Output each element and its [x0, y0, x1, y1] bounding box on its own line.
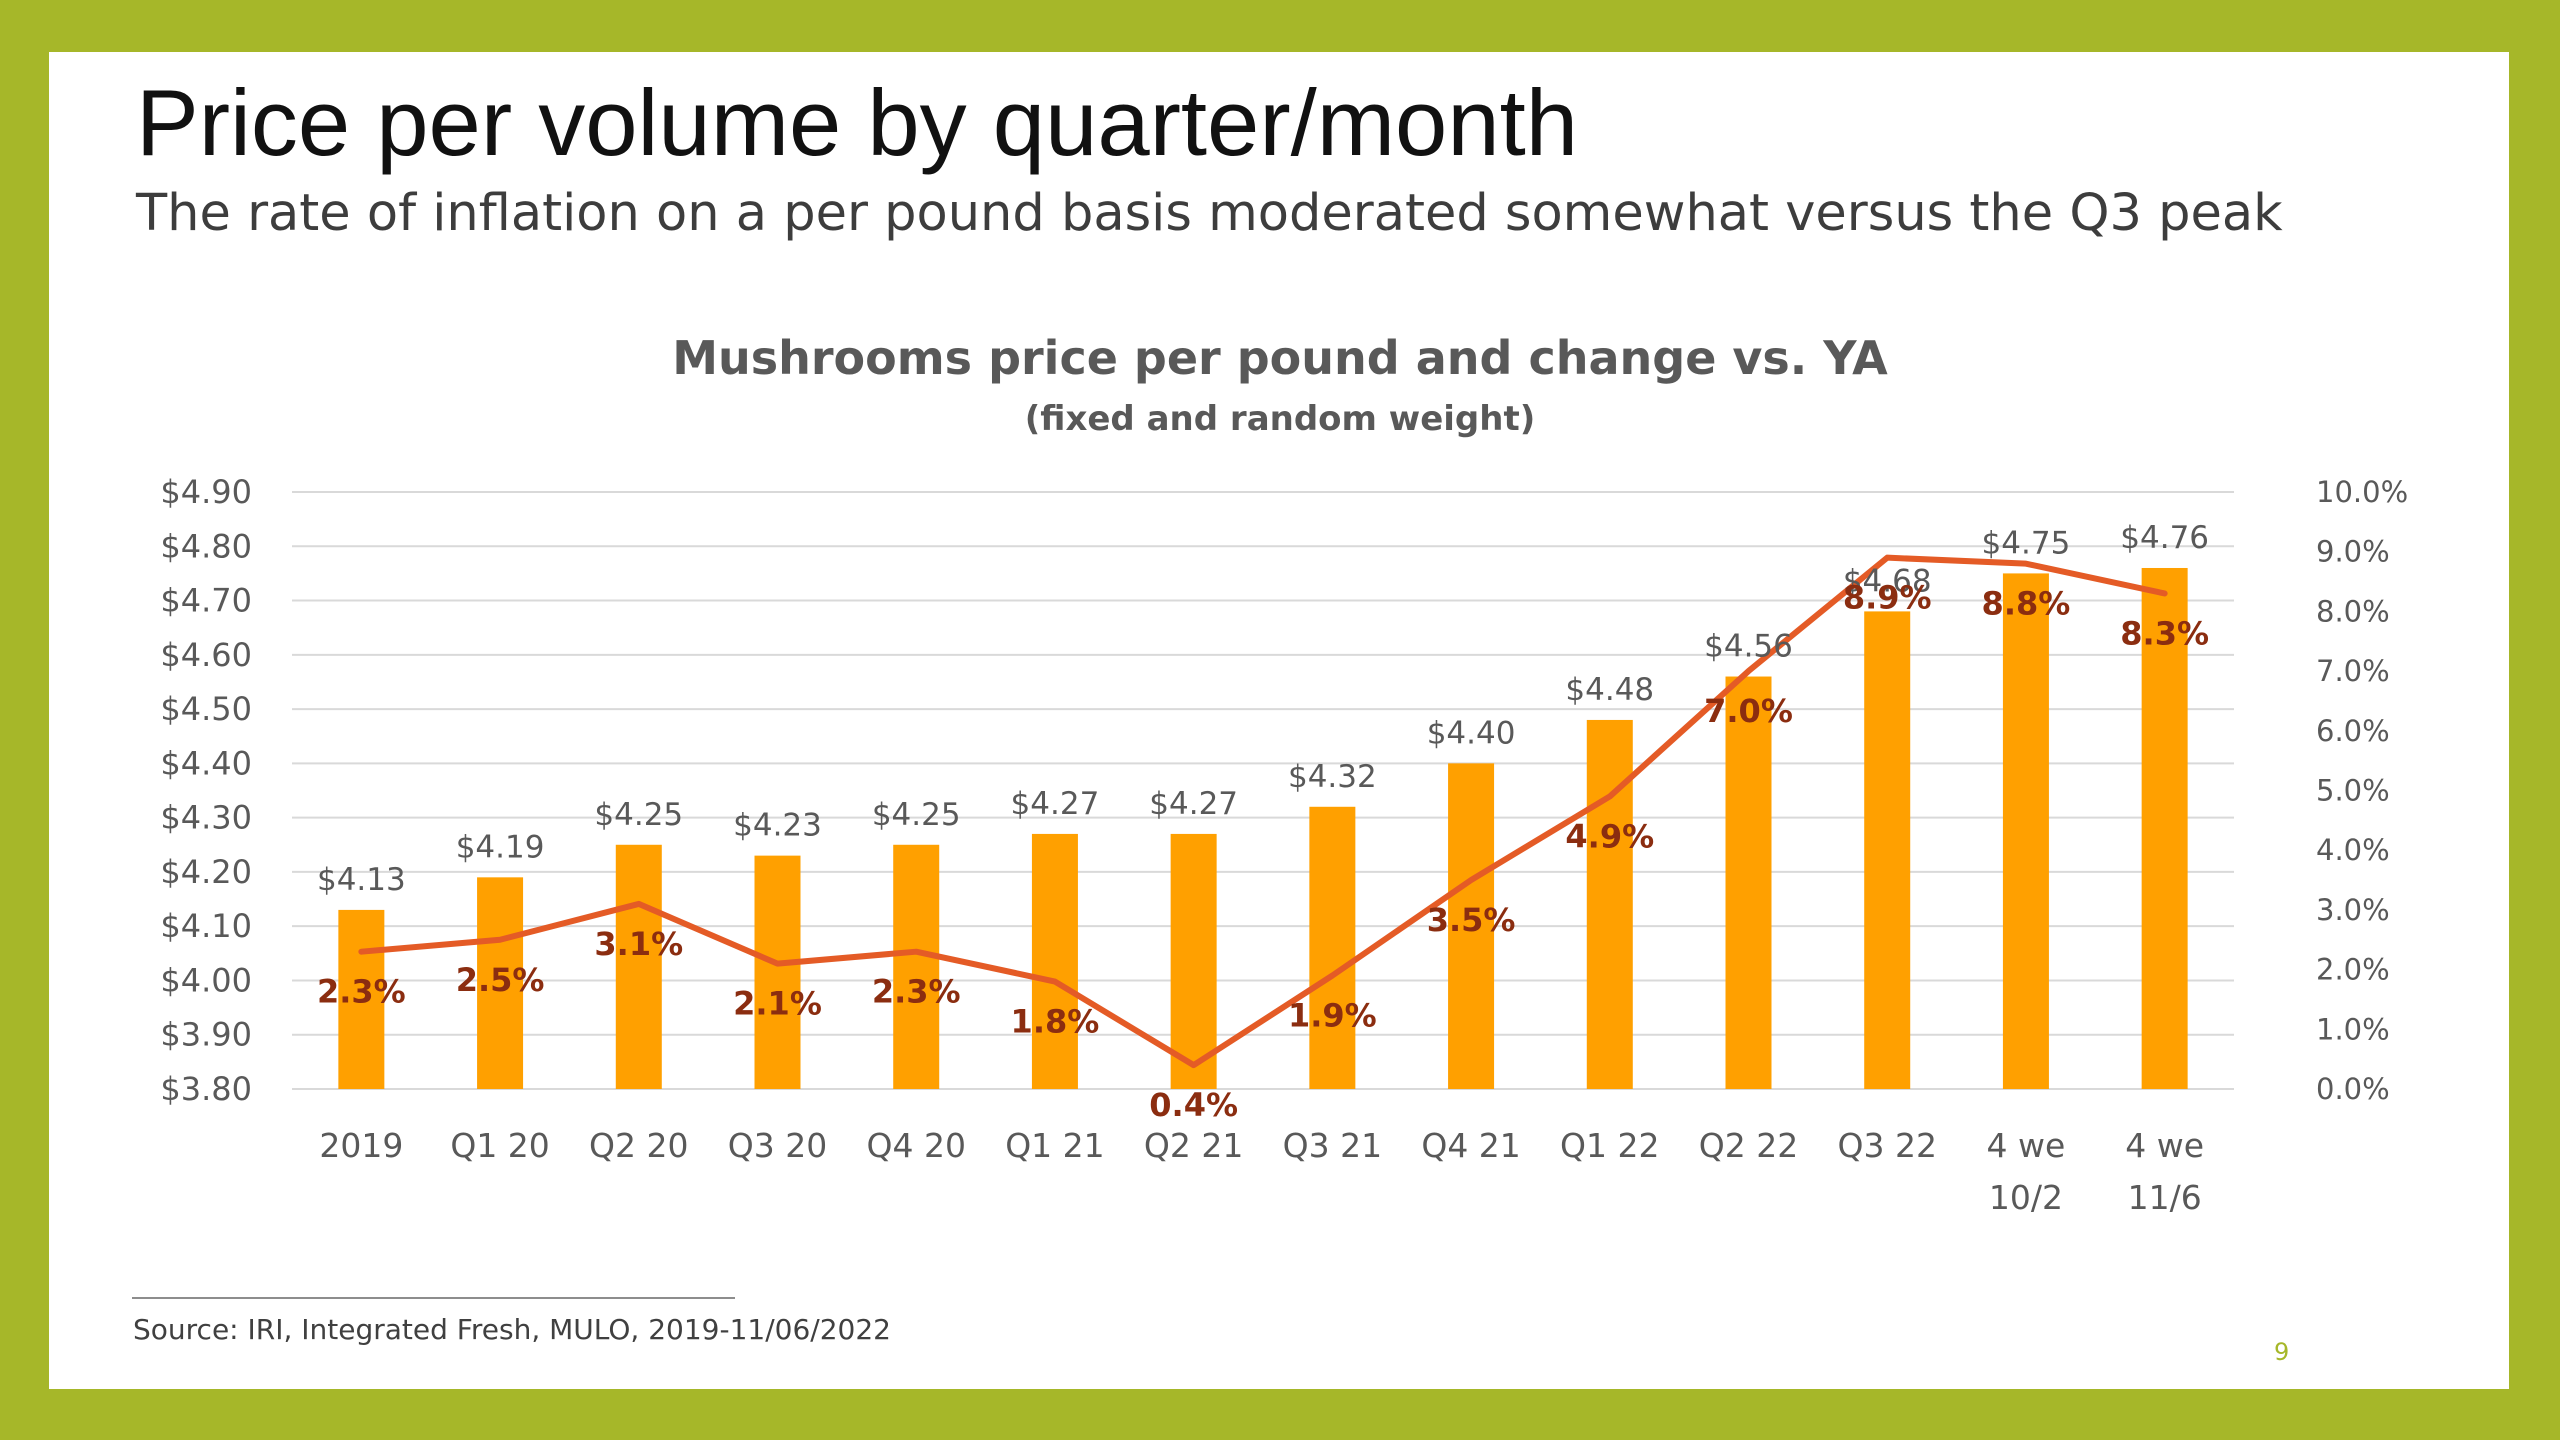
y-right-tick-label: 1.0%: [2316, 1012, 2390, 1046]
x-category-label: Q2 22: [1699, 1126, 1798, 1165]
y-right-tick-label: 3.0%: [2316, 893, 2390, 927]
y-left-tick-label: $4.40: [160, 744, 252, 782]
bar-value-label: $4.19: [456, 829, 545, 865]
y-left-tick-label: $4.00: [160, 961, 252, 999]
y-left-tick-label: $4.50: [160, 690, 252, 728]
y-left-tick-label: $4.60: [160, 636, 252, 674]
x-category-label: Q2 20: [589, 1126, 688, 1165]
x-category-label: Q2 21: [1144, 1126, 1243, 1165]
x-category-label: Q1 21: [1005, 1126, 1104, 1165]
x-category-label: Q4 20: [866, 1126, 965, 1165]
y-left-tick-label: $3.80: [160, 1070, 252, 1108]
bar-value-label: $4.32: [1288, 759, 1377, 795]
bar-value-label: $4.40: [1427, 715, 1516, 751]
bar: [1031, 833, 1078, 1089]
bar-value-label: $4.27: [1149, 786, 1238, 822]
bar-value-label: $4.13: [317, 862, 406, 898]
line-value-label: 3.1%: [594, 925, 683, 963]
y-left-tick-label: $4.90: [160, 473, 252, 511]
line-value-label: 2.3%: [872, 973, 961, 1011]
x-category-label: Q3 22: [1837, 1126, 1936, 1165]
bar-series: [338, 567, 2188, 1089]
bar-value-label: $4.25: [872, 797, 961, 833]
x-category-label: Q1 20: [450, 1126, 549, 1165]
line-value-label: 8.8%: [1982, 585, 2071, 623]
x-category-label: Q3 20: [728, 1126, 827, 1165]
line-value-label: 2.1%: [733, 985, 822, 1023]
line-value-label: 2.3%: [317, 973, 406, 1011]
bar-value-label: $4.68: [1843, 563, 1932, 599]
chart-subtitle: (fixed and random weight): [1025, 399, 1536, 439]
x-category-label: 4 we: [2125, 1126, 2204, 1165]
y-right-tick-label: 2.0%: [2316, 953, 2390, 987]
bar-value-label: $4.25: [594, 797, 683, 833]
y-left-tick-label: $3.90: [160, 1016, 252, 1054]
bar: [2141, 567, 2188, 1089]
slide-background: [49, 52, 2509, 1389]
y-left-tick-label: $4.70: [160, 582, 252, 620]
bar: [1864, 611, 1911, 1089]
x-category-label: 10/2: [1989, 1178, 2063, 1217]
axes: $3.80 $3.90 $4.00 $4.10 $4.20 $4.30 $4.40 $4.50…: [160, 473, 2408, 1217]
x-category-label: Q1 22: [1560, 1126, 1659, 1165]
line-value-label: 1.9%: [1288, 997, 1377, 1035]
yoy-change-line: [358, 554, 2168, 1069]
bar: [754, 855, 801, 1089]
bar-value-label: $4.76: [2120, 520, 2209, 556]
y-right-tick-label: 10.0%: [2316, 475, 2408, 509]
bar: [2002, 573, 2049, 1089]
y-right-tick-label: 7.0%: [2316, 654, 2390, 688]
y-right-tick-label: 8.0%: [2316, 594, 2390, 628]
y-left-tick-label: $4.80: [160, 527, 252, 565]
bar-value-label: $4.23: [733, 808, 822, 844]
y-left-tick-label: $4.20: [160, 853, 252, 891]
x-category-label: 11/6: [2128, 1178, 2202, 1217]
chart-title: Mushrooms price per pound and change vs.…: [672, 331, 1888, 385]
x-category-label: 4 we: [1987, 1126, 2066, 1165]
gridlines: [292, 491, 2234, 1090]
bar: [1725, 676, 1772, 1089]
y-right-tick-label: 5.0%: [2316, 774, 2390, 808]
y-left-tick-label: $4.10: [160, 907, 252, 945]
line-value-label: 0.4%: [1149, 1086, 1238, 1124]
bar: [615, 844, 662, 1089]
x-category-label: Q4 21: [1421, 1126, 1520, 1165]
line-value-label: 1.8%: [1011, 1003, 1100, 1041]
bar: [1448, 763, 1495, 1089]
y-left-tick-label: $4.30: [160, 799, 252, 837]
y-right-tick-label: 4.0%: [2316, 833, 2390, 867]
line-value-label: 4.9%: [1565, 817, 1654, 855]
bar-value-label: $4.27: [1011, 786, 1100, 822]
line-value-label: 8.9%: [1843, 579, 1932, 617]
bar-value-label: $4.75: [1982, 525, 2071, 561]
bar: [1170, 833, 1217, 1089]
bar-value-label: $4.56: [1704, 629, 1793, 665]
line-value-label: 3.5%: [1427, 901, 1516, 939]
bar: [477, 877, 524, 1089]
bar: [1586, 719, 1633, 1089]
bar: [1309, 806, 1356, 1089]
line-series: [358, 554, 2168, 1069]
data-labels: $4.13 $4.19 $4.25 $4.23 $4.25 $4.27 $4.27 $4.32…: [317, 520, 2209, 1124]
source-divider: [132, 1297, 735, 1299]
y-right-tick-label: 9.0%: [2316, 535, 2390, 569]
x-category-label: Q3 21: [1283, 1126, 1382, 1165]
page-number: 9: [2274, 1338, 2290, 1366]
line-value-label: 7.0%: [1704, 692, 1793, 730]
slide-subtitle: The rate of inflation on a per pound bas…: [136, 184, 2283, 243]
x-category-label: 2019: [319, 1126, 403, 1165]
source-note: Source: IRI, Integrated Fresh, MULO, 201…: [133, 1313, 891, 1346]
bar: [893, 844, 940, 1089]
bar: [338, 909, 385, 1089]
line-value-label: 8.3%: [2120, 614, 2209, 652]
bar-value-label: $4.48: [1565, 672, 1654, 708]
y-right-tick-label: 0.0%: [2316, 1072, 2390, 1106]
y-right-tick-label: 6.0%: [2316, 714, 2390, 748]
slide-title: Price per volume by quarter/month: [136, 70, 1578, 175]
line-value-label: 2.5%: [456, 961, 545, 999]
